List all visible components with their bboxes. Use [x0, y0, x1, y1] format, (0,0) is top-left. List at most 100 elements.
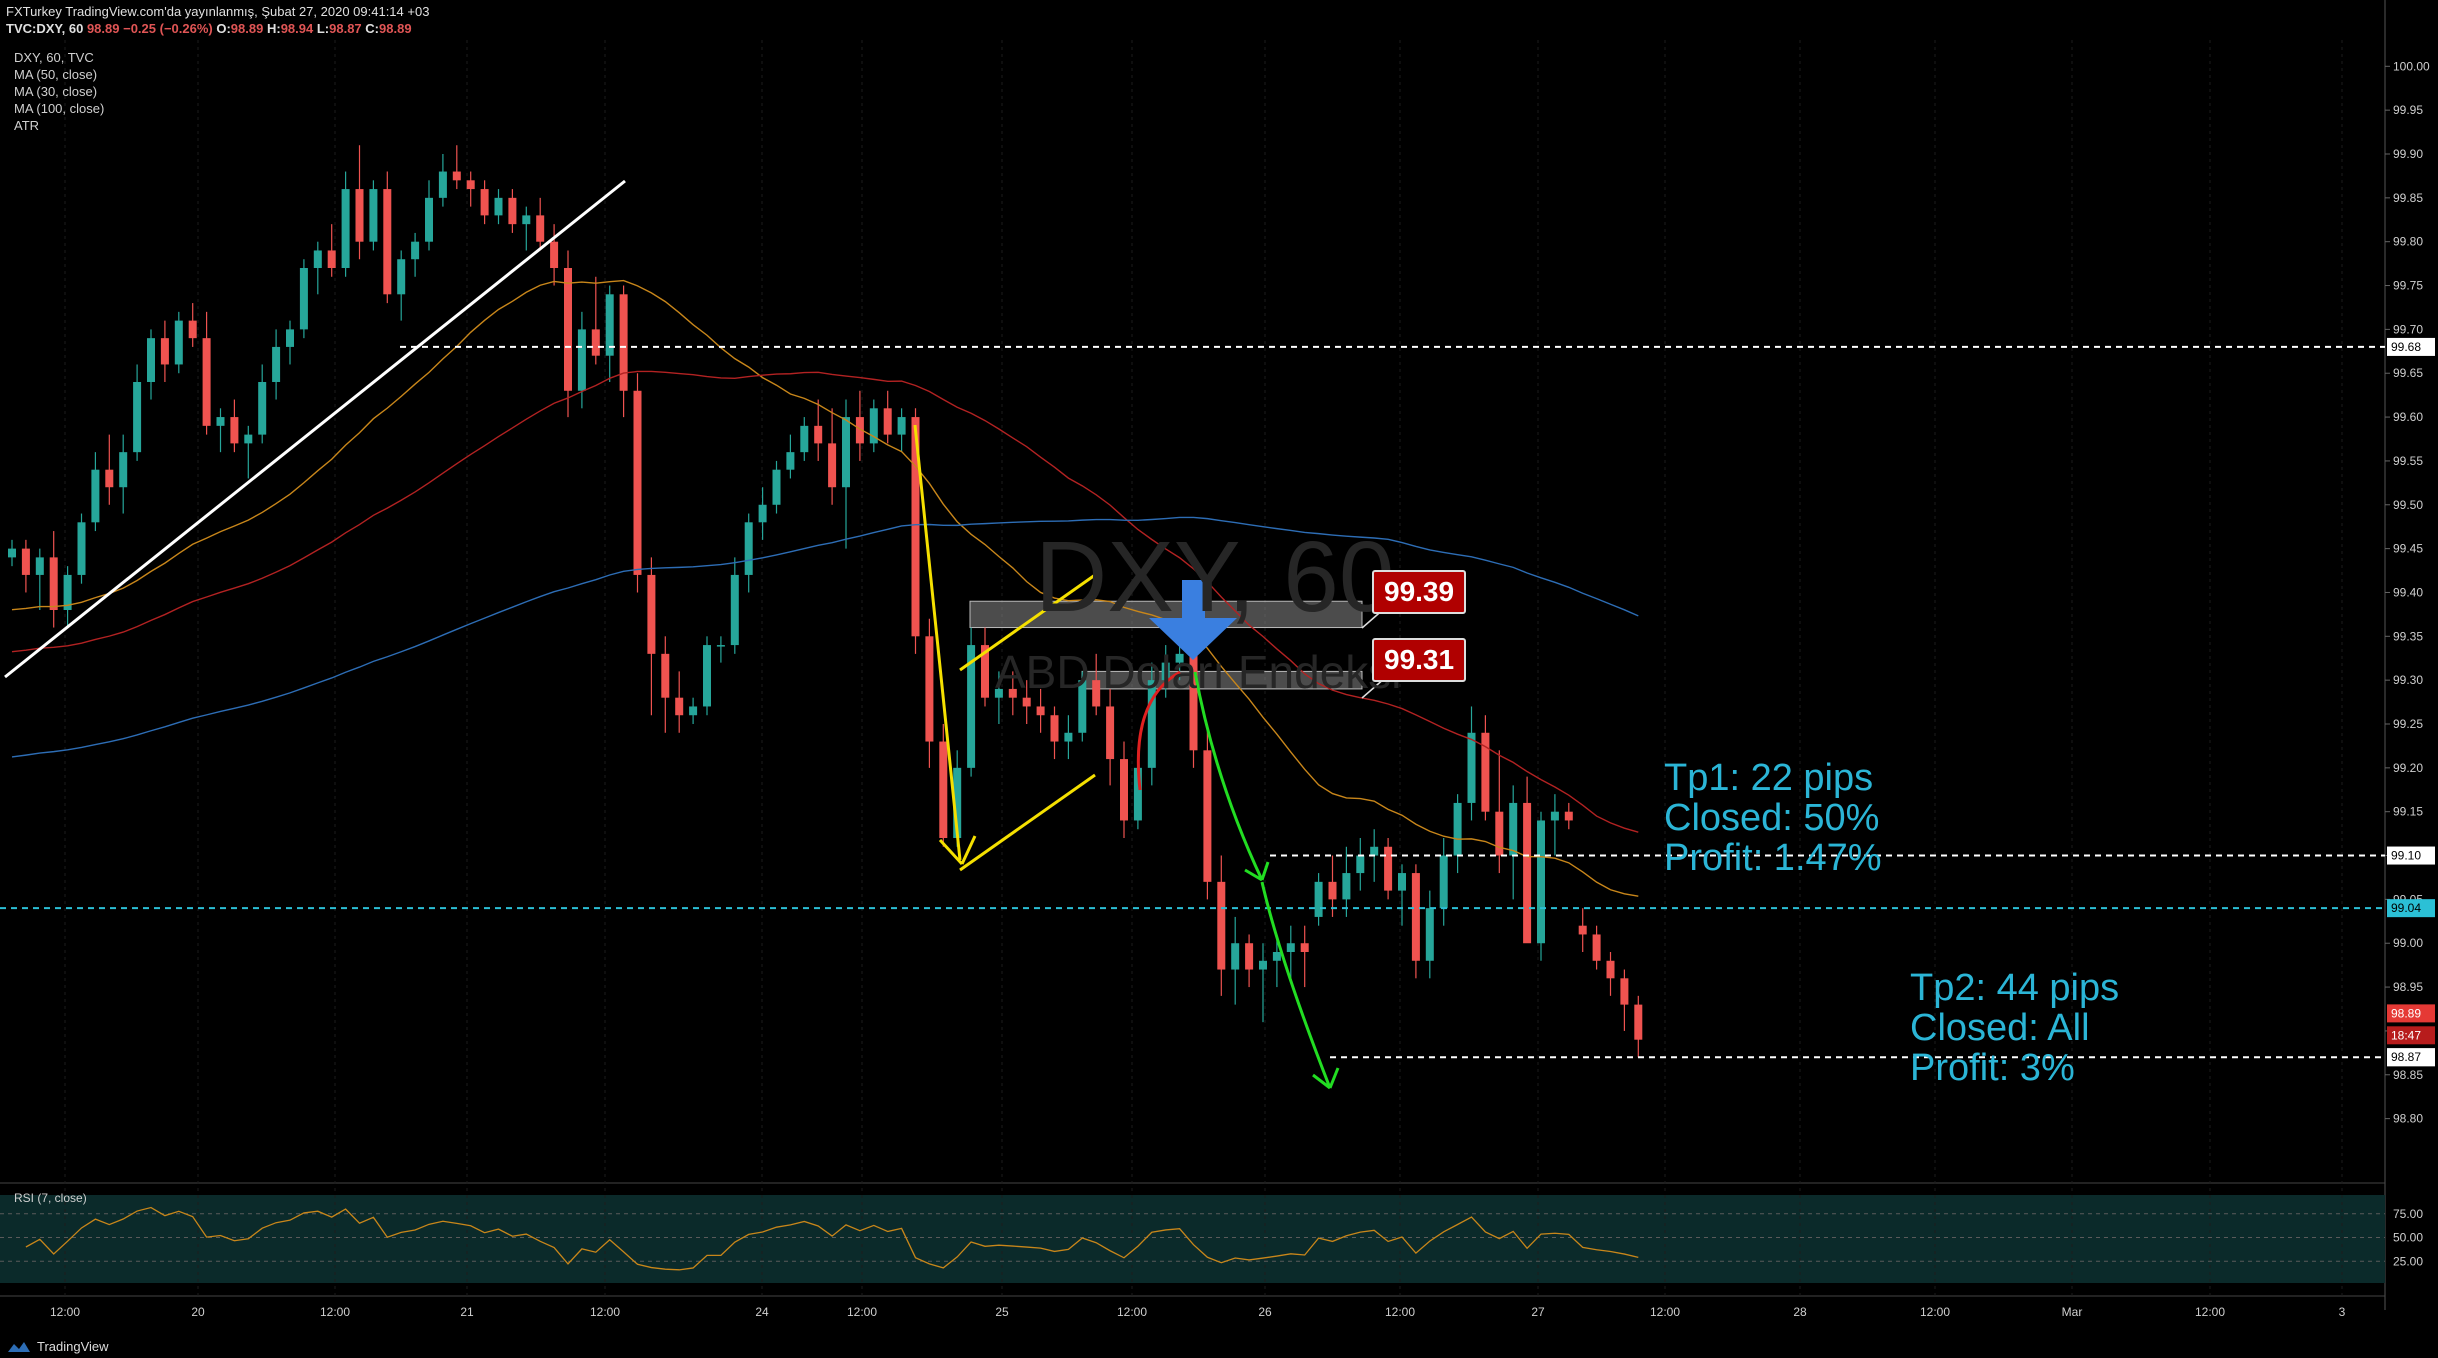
ohlc-high: 98.94	[280, 21, 314, 36]
rsi-label[interactable]: RSI (7, close)	[14, 1191, 87, 1205]
candle-body	[438, 171, 447, 198]
candle-body	[1564, 811, 1573, 821]
ohlc-close: 98.89	[379, 21, 412, 36]
candle-body	[1481, 732, 1490, 812]
candle-body	[313, 250, 322, 268]
candle-body	[1523, 802, 1532, 944]
candle-body	[160, 338, 169, 365]
candle-body	[244, 434, 253, 444]
indicator-label[interactable]: ATR	[14, 118, 40, 133]
candle-body	[911, 417, 920, 637]
candle-body	[480, 189, 489, 216]
curve-red	[1136, 670, 1181, 791]
x-tick-label: 12:00	[2195, 1305, 2225, 1319]
candle-body	[1203, 750, 1212, 882]
down-arrow-icon	[1149, 580, 1237, 660]
x-tick-label: 12:00	[50, 1305, 80, 1319]
y-tick-label: 100.00	[2393, 59, 2430, 73]
candle-body	[591, 329, 600, 356]
candle-body	[953, 767, 962, 838]
indicator-label[interactable]: MA (30, close)	[14, 84, 98, 99]
candle-body	[105, 469, 114, 488]
candle-body	[828, 443, 837, 488]
y-tick-label: 99.00	[2393, 936, 2423, 950]
x-tick-label: 12:00	[1117, 1305, 1147, 1319]
candle-body	[814, 425, 823, 444]
y-tick-label: 99.65	[2393, 366, 2423, 380]
y-tick-label: 99.55	[2393, 454, 2423, 468]
level-label: 99.04	[2391, 901, 2421, 915]
ohlc-open: 98.89	[230, 21, 264, 36]
indicator-label[interactable]: MA (50, close)	[14, 67, 98, 82]
level-label: 99.68	[2391, 340, 2421, 354]
x-tick-label: 12:00	[320, 1305, 350, 1319]
candle-body	[661, 653, 670, 698]
candle-body	[855, 417, 864, 444]
candle-body	[49, 557, 58, 610]
candle-body	[1008, 688, 1017, 698]
candle-body	[1106, 706, 1115, 760]
indicator-label[interactable]: DXY, 60, TVC	[14, 50, 94, 65]
candle-body	[716, 645, 725, 647]
tp1-pips: Tp1: 22 pips	[1664, 757, 1874, 799]
candle-body	[369, 189, 378, 242]
rsi-tick-label: 75.00	[2393, 1207, 2423, 1221]
level-label-box	[2387, 846, 2435, 865]
candle-body	[1175, 653, 1184, 663]
candle-body	[883, 408, 892, 435]
candle-body	[1453, 802, 1462, 856]
candle-body	[1133, 767, 1142, 821]
candle-body	[1509, 802, 1518, 856]
candle-body	[1328, 881, 1337, 900]
candle-body	[425, 197, 433, 242]
candle-body	[842, 417, 850, 488]
indicator-label[interactable]: MA (100, close)	[14, 101, 105, 116]
candle-body	[1370, 846, 1379, 856]
candle-body	[1356, 855, 1365, 874]
candle-body	[272, 346, 281, 382]
x-tick-label: 24	[755, 1305, 769, 1319]
x-tick-label: 12:00	[1920, 1305, 1950, 1319]
candle-body	[689, 706, 698, 716]
candle-body	[897, 417, 906, 435]
candle-body	[494, 197, 503, 216]
trendline-white	[4, 179, 626, 679]
y-tick-label: 99.45	[2393, 542, 2423, 556]
candle-body	[577, 329, 586, 391]
candle-body	[1147, 680, 1156, 768]
candle-body	[522, 215, 531, 225]
candle-body	[21, 548, 30, 575]
candle-body	[133, 382, 142, 453]
candle-body	[772, 469, 781, 505]
candle-body	[1022, 697, 1031, 707]
x-tick-label: 28	[1793, 1305, 1807, 1319]
candle-body	[397, 259, 406, 295]
candle-body	[1592, 934, 1601, 961]
change-value: −0.25 (−0.26%)	[123, 21, 213, 36]
price-label: 98.89	[2391, 1006, 2421, 1020]
tradingview-logo[interactable]: TradingView	[6, 1339, 109, 1354]
price-label-box	[2387, 1048, 2435, 1067]
candle-body	[35, 557, 44, 575]
tp2-pips: Tp2: 44 pips	[1910, 967, 2120, 1009]
price-axis-panel	[2385, 0, 2438, 1358]
candle-body	[703, 645, 711, 707]
candle-body	[452, 171, 461, 181]
candle-body	[1425, 908, 1434, 961]
y-tick-label: 99.70	[2393, 322, 2423, 336]
x-tick-label: 12:00	[1385, 1305, 1415, 1319]
arrow-green	[1193, 671, 1270, 882]
rsi-line	[25, 1206, 1639, 1271]
y-tick-label: 99.35	[2393, 629, 2423, 643]
price-box-lower: 99.31	[1372, 638, 1467, 682]
y-tick-label: 98.95	[2393, 980, 2423, 994]
y-tick-label: 99.50	[2393, 498, 2423, 512]
candle-body	[869, 408, 878, 444]
candle-body	[63, 574, 72, 610]
candle-body	[619, 294, 628, 391]
candle-body	[800, 425, 809, 453]
moving-average-line	[11, 370, 1639, 833]
candle-body	[119, 452, 128, 488]
symbol-name: TVC:DXY, 60	[6, 21, 84, 36]
